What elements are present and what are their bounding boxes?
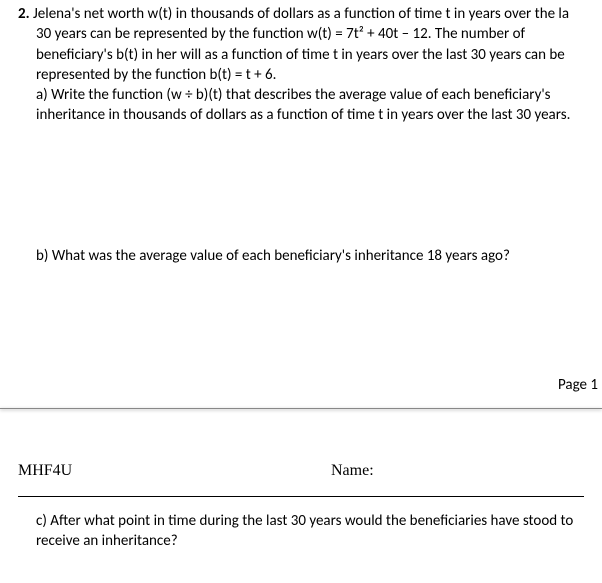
question-number: 2. [18,5,30,23]
question-stem: 2. Jelena's net worth w(t) in thousands … [18,4,592,85]
workspace-a [18,126,592,246]
part-c: c) After what point in time during the l… [18,511,592,552]
part-a-line-1: a) Write the function (w ÷ b)(t) that de… [36,85,592,105]
part-a: a) Write the function (w ÷ b)(t) that de… [18,85,592,126]
stem-line-3: beneficiary's b(t) in her will as a func… [18,45,592,65]
part-a-line-2: inheritance in thousands of dollars as a… [36,105,592,125]
page-header: MHF4U Name: [0,452,602,480]
stem-line-1: Jelena's net worth w(t) in thousands of … [33,5,569,23]
course-code: MHF4U [18,462,271,480]
workspace-b [18,266,592,376]
header-divider [18,496,584,497]
part-c-line-2: receive an inheritance? [36,531,592,551]
part-c-line-1: c) After what point in time during the l… [36,511,592,531]
stem-line-4: represented by the function b(t) = t + 6… [18,65,592,85]
part-b: b) What was the average value of each be… [18,246,592,266]
stem-line-2: 30 years can be represented by the funct… [18,24,592,44]
question-block-continued: c) After what point in time during the l… [0,507,602,552]
name-label: Name: [271,462,584,480]
question-block: 2. Jelena's net worth w(t) in thousands … [0,0,602,376]
page-break [0,408,602,452]
page-number: Page 1 [0,376,602,394]
